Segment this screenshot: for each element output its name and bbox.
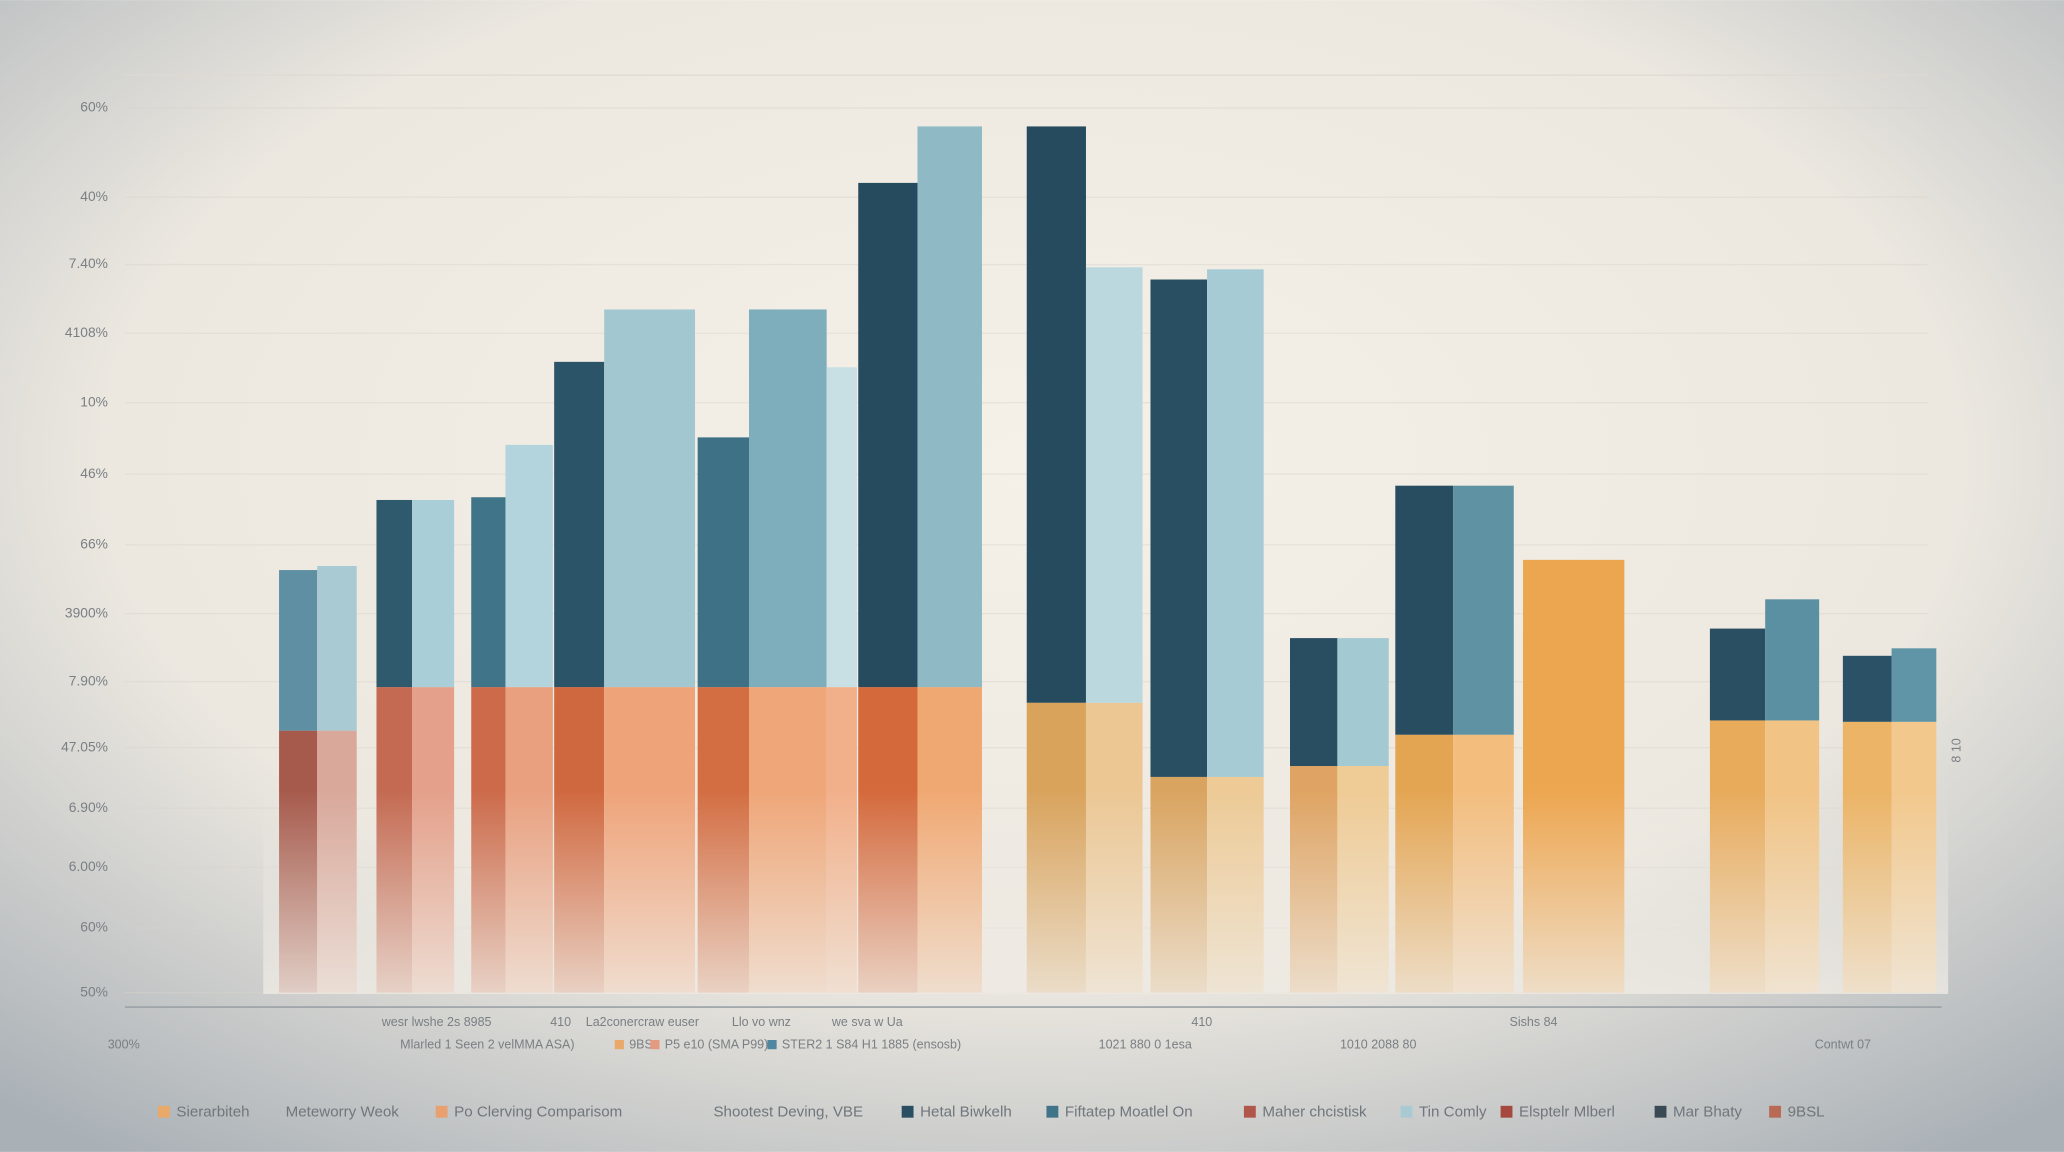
legend-label: Sierarbiteh	[176, 1103, 249, 1120]
bar-segment	[1395, 485, 1454, 735]
annotation: Contwt 07	[1815, 1038, 1871, 1052]
annotation: Llo vo wnz	[732, 1015, 791, 1029]
bar-segment	[1709, 628, 1766, 721]
annotation: 8 10	[1950, 738, 1964, 762]
bar-segment	[1842, 655, 1892, 722]
y-tick-label: 6.90%	[69, 799, 108, 815]
y-tick-label: 6.00%	[69, 858, 108, 874]
annotation: 410	[1191, 1015, 1212, 1029]
annotation-marker	[767, 1040, 777, 1050]
y-tick-label: 47.05%	[61, 738, 108, 754]
annotation: P5 e10 (SMA P99)	[665, 1038, 769, 1052]
bar-segment	[1290, 638, 1338, 767]
annotation: STER2 1 S84 H1 1885 (ensosb)	[782, 1038, 961, 1052]
y-tick-label: 66%	[80, 536, 108, 552]
bar-segment	[279, 570, 318, 731]
y-tick-label: 7.40%	[69, 255, 108, 271]
bar-segment	[1765, 599, 1820, 721]
legend-swatch	[901, 1105, 914, 1118]
y-tick-label: 7.90%	[69, 672, 108, 688]
legend-label: Mar Bhaty	[1673, 1103, 1742, 1120]
annotation: Mlarled 1 Seen 2 velMMA ASA)	[400, 1038, 574, 1052]
annotation-marker	[650, 1040, 660, 1050]
legend-swatch	[435, 1105, 448, 1118]
annotation: 9BS	[629, 1038, 653, 1052]
annotation: 300%	[108, 1038, 140, 1052]
bar-segment	[376, 499, 413, 688]
legend-label: Meteworry Weok	[286, 1103, 400, 1120]
annotation: La2conercraw euser	[586, 1015, 699, 1029]
legend-swatch	[1400, 1105, 1413, 1118]
bar-segment	[826, 367, 857, 688]
annotation-marker	[614, 1040, 624, 1050]
legend-label: Fiftatep Moatlel On	[1065, 1103, 1193, 1120]
bar-segment	[1337, 638, 1389, 767]
legend-label: Shootest Deving, VBE	[713, 1103, 863, 1120]
bar-segment	[1026, 126, 1086, 703]
fade-overlay	[263, 789, 1949, 994]
legend-swatch	[1654, 1105, 1667, 1118]
annotation: Sishs 84	[1510, 1015, 1558, 1029]
bar-segment	[471, 497, 506, 688]
annotation: 410	[550, 1015, 571, 1029]
bar-segment	[1207, 269, 1264, 777]
annotation: 1021 880 0 1esa	[1099, 1038, 1192, 1052]
bar-segment	[697, 437, 749, 688]
legend-label: 9BSL	[1788, 1103, 1825, 1120]
y-tick-label: 40%	[80, 188, 108, 204]
bar-segment	[554, 361, 605, 688]
bar-segment	[917, 126, 982, 688]
legend-label: Po Clerving Comparisom	[454, 1103, 622, 1120]
legend-swatch	[1046, 1105, 1059, 1118]
bar-segment	[1891, 648, 1937, 722]
legend-swatch	[157, 1105, 170, 1118]
bar-segment	[748, 309, 827, 688]
bar-segment	[1085, 267, 1143, 703]
bar-segment	[604, 309, 696, 688]
bar-segment	[1453, 485, 1514, 735]
legend-swatch	[1243, 1105, 1256, 1118]
y-tick-label: 10%	[80, 393, 108, 409]
y-tick-label: 4108%	[65, 324, 108, 340]
texts: 50% 60% 6.00% 6.90% 47.05% 7.90% 3900% 66% 46% 10…	[61, 99, 1964, 1121]
bar-segment	[412, 499, 455, 688]
y-tick-label: 50%	[80, 983, 108, 999]
legend-label: Hetal Biwkelh	[920, 1103, 1012, 1120]
legend-label: Elsptelr Mlberl	[1519, 1103, 1615, 1120]
bar-segment	[505, 444, 553, 688]
y-tick-label: 3900%	[65, 604, 108, 620]
annotation: we sva w Ua	[831, 1015, 903, 1029]
bar-segment	[858, 182, 918, 688]
legend-swatch	[1769, 1105, 1781, 1118]
y-tick-label: 60%	[80, 919, 108, 935]
legend-label: Maher chcistisk	[1262, 1103, 1367, 1120]
annotation: wesr lwshe 2s 8985	[381, 1015, 492, 1029]
bar-segment	[1150, 279, 1208, 777]
y-tick-label: 60%	[80, 99, 108, 115]
annotation: 1010 2088 80	[1340, 1038, 1417, 1052]
legend-label: Tin Comly	[1419, 1103, 1487, 1120]
legend-swatch	[1500, 1105, 1513, 1118]
bar-segment	[317, 565, 357, 731]
y-tick-label: 46%	[80, 465, 108, 481]
